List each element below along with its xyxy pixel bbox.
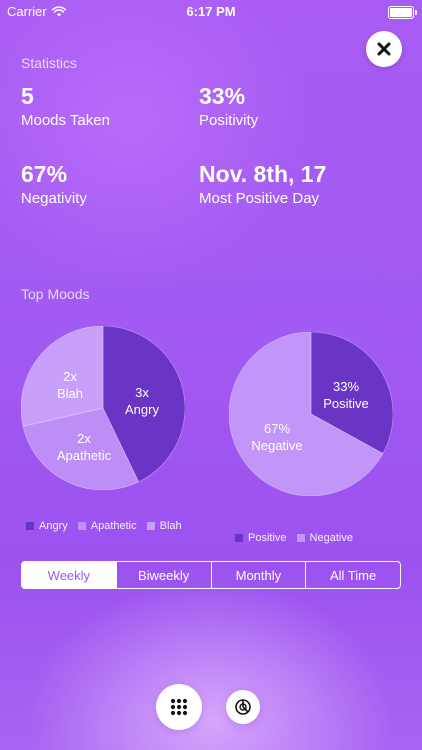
legend-swatch: [235, 534, 243, 542]
stat-negativity: 67% Negativity: [21, 160, 87, 209]
slice-count: 2x: [77, 431, 91, 446]
pie-slice-apathetic: [22, 407, 140, 491]
legend-swatch: [26, 522, 34, 530]
slice-label-positive: 33% Positive: [316, 378, 376, 412]
legend-item-angry: Angry: [26, 520, 68, 532]
positivity-pie-svg: [228, 331, 394, 497]
legend-item-positive: Positive: [235, 532, 287, 544]
grid-button[interactable]: [156, 684, 202, 730]
slice-label-negative: 67% Negative: [242, 420, 312, 454]
stat-value: 5: [21, 83, 34, 109]
slice-label-apathetic: 2x Apathetic: [46, 430, 122, 464]
legend-item-negative: Negative: [296, 532, 353, 544]
carrier: Carrier: [7, 4, 66, 19]
slice-count: 3x: [135, 385, 149, 400]
legend-label: Positive: [248, 532, 287, 544]
moods-pie-svg: [20, 325, 186, 491]
moods-legend: Angry Apathetic Blah: [26, 520, 192, 532]
slice-label-blah: 2x Blah: [42, 368, 98, 402]
carrier-label: Carrier: [7, 4, 47, 19]
legend-label: Angry: [39, 520, 68, 532]
slice-name: Blah: [56, 386, 84, 401]
legend-label: Blah: [159, 520, 182, 532]
chart-button[interactable]: [226, 690, 260, 724]
status-bar: Carrier 6:17 PM: [0, 0, 422, 24]
slice-count: 2x: [63, 369, 77, 384]
stat-label: Positivity: [199, 112, 259, 129]
battery-icon: [388, 6, 417, 19]
positivity-pie-chart: [228, 331, 394, 497]
slice-name: Apathetic: [56, 448, 112, 463]
moods-pie-chart: [20, 325, 186, 491]
pie-slice-negative: [228, 331, 384, 497]
stat-label: Negativity: [21, 190, 87, 207]
stat-positivity: 33% Positivity: [199, 82, 258, 131]
slice-count: 67%: [263, 421, 291, 436]
pie-chart-icon: [235, 699, 251, 715]
statistics-title: Statistics: [21, 55, 78, 71]
slice-count: 33%: [332, 379, 360, 394]
grid-icon: [170, 698, 188, 716]
segment-biweekly[interactable]: Biweekly: [115, 562, 211, 588]
stat-value: Nov. 8th, 17: [199, 161, 327, 187]
legend-swatch: [296, 534, 305, 542]
slice-label-angry: 3x Angry: [112, 384, 172, 418]
legend-label: Apathetic: [90, 520, 137, 532]
slice-name: Negative: [251, 438, 303, 453]
top-moods-title: Top Moods: [21, 286, 90, 302]
stat-label: Most Positive Day: [199, 190, 320, 207]
close-button[interactable]: [366, 31, 402, 67]
pie-slice-blah: [20, 325, 104, 427]
slice-name: Angry: [125, 402, 159, 417]
legend-swatch: [77, 522, 86, 530]
segment-all-time[interactable]: All Time: [305, 562, 400, 588]
stat-moods-taken: 5 Moods Taken: [21, 82, 110, 131]
stat-label: Moods Taken: [21, 112, 110, 129]
positivity-legend: Positive Negative: [235, 532, 363, 544]
stat-most-positive-day: Nov. 8th, 17 Most Positive Day: [199, 160, 326, 209]
status-time: 6:17 PM: [186, 4, 236, 19]
stat-value: 33%: [199, 83, 246, 109]
pie-slice-positive: [310, 331, 394, 455]
wifi-icon: [51, 6, 66, 17]
legend-item-blah: Blah: [146, 520, 182, 532]
period-segmented-control: Weekly Biweekly Monthly All Time: [21, 561, 401, 589]
segment-weekly[interactable]: Weekly: [22, 562, 116, 588]
legend-swatch: [146, 522, 155, 530]
legend-item-apathetic: Apathetic: [77, 520, 137, 532]
legend-label: Negative: [309, 532, 353, 544]
slice-name: Positive: [323, 396, 369, 411]
stat-value: 67%: [21, 161, 68, 187]
pie-slice-angry: [102, 325, 186, 483]
close-icon: [377, 42, 391, 56]
segment-monthly[interactable]: Monthly: [210, 562, 306, 588]
